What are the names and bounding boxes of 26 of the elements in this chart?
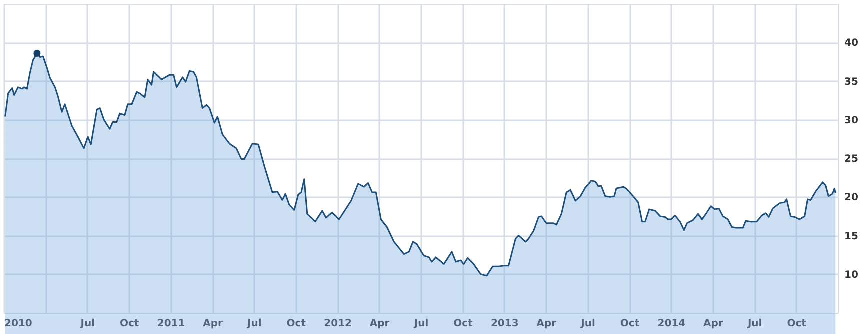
x-tick-label: Jul [413, 318, 429, 330]
y-tick-label: 15 [844, 231, 858, 242]
x-tick-label: Oct [454, 318, 474, 330]
y-tick-label: 10 [844, 270, 858, 281]
x-tick-label: 2014 [658, 318, 686, 330]
x-tick-label: 2012 [324, 318, 352, 330]
x-tick-label: 2010 [4, 318, 32, 330]
x-tick-label: 2013 [490, 318, 519, 330]
x-tick-label: Apr [203, 318, 223, 330]
x-tick-label: Jul [80, 318, 96, 330]
y-tick-label: 40 [844, 38, 858, 50]
x-tick-label: Oct [620, 318, 640, 330]
x-tick-label: Jul [746, 318, 762, 330]
y-tick-label: 20 [844, 192, 858, 204]
x-tick-label: 2011 [157, 318, 186, 330]
y-tick-label: 25 [844, 154, 858, 165]
x-tick-label: Oct [286, 318, 306, 330]
x-tick-label: Jul [580, 318, 596, 330]
x-tick-label: Apr [536, 318, 557, 330]
x-tick-label: Jul [246, 318, 262, 330]
y-tick-label: 35 [844, 76, 858, 88]
y-tick-label: 30 [844, 115, 858, 126]
x-tick-label: Oct [120, 318, 140, 330]
x-tick-label: Apr [370, 318, 390, 330]
x-tick-label: Apr [703, 318, 724, 330]
x-tick-label: Oct [787, 318, 807, 330]
